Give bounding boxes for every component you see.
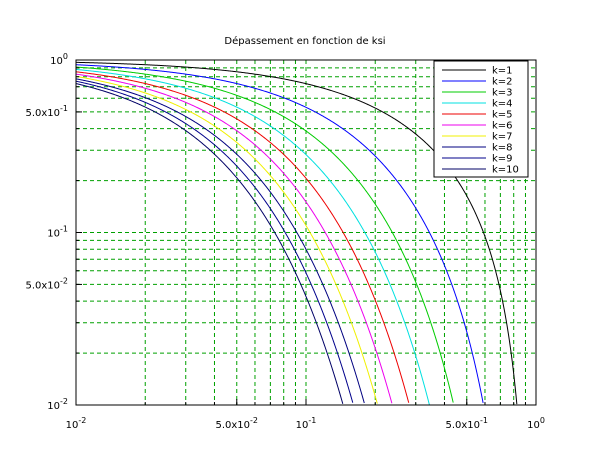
x-tick-labels: 10-2 5.0x10-2 10-1 5.0x10-1 100 (66, 416, 545, 431)
x-tick-label: 100 (527, 416, 545, 431)
y-tick-label: 5.0x10-1 (25, 104, 68, 119)
series-line-k7 (75, 75, 378, 404)
legend-label: k=5 (492, 110, 513, 121)
x-tick-label: 10-1 (296, 416, 317, 431)
series-line-k10 (75, 83, 344, 404)
y-tick-label: 100 (50, 52, 68, 67)
legend-label: k=6 (492, 121, 513, 132)
series-line-k5 (75, 71, 410, 403)
y-tick-label: 10-2 (47, 397, 68, 412)
legend-label: k=8 (492, 143, 513, 154)
x-tick-label: 5.0x10-1 (445, 416, 488, 431)
series-group (75, 61, 518, 406)
legend-label: k=10 (492, 165, 519, 176)
y-tick-label: 10-1 (47, 225, 68, 240)
legend-label: k=7 (492, 132, 513, 143)
legend-label: k=3 (492, 88, 513, 99)
legend: k=1k=2k=3k=4k=5k=6k=7k=8k=9k=10 (433, 60, 529, 178)
tick-marks (75, 59, 537, 406)
y-tick-label: 5.0x10-2 (25, 276, 68, 291)
x-tick-label: 10-2 (66, 416, 87, 431)
legend-label: k=2 (492, 77, 513, 88)
y-tick-labels: 100 5.0x10-1 10-1 5.0x10-2 10-2 (25, 52, 68, 412)
chart-title: Dépassement en fonction de ksi (224, 35, 385, 47)
series-line-k3 (75, 66, 454, 403)
series-line-k9 (75, 80, 354, 403)
series-line-k4 (75, 68, 430, 406)
series-line-k2 (75, 64, 484, 404)
legend-label: k=1 (492, 66, 513, 77)
legend-label: k=9 (492, 154, 513, 165)
series-line-k6 (75, 73, 393, 404)
x-tick-label: 5.0x10-2 (215, 416, 258, 431)
legend-box (433, 60, 529, 178)
legend-label: k=4 (492, 99, 513, 110)
series-line-k8 (75, 78, 365, 404)
